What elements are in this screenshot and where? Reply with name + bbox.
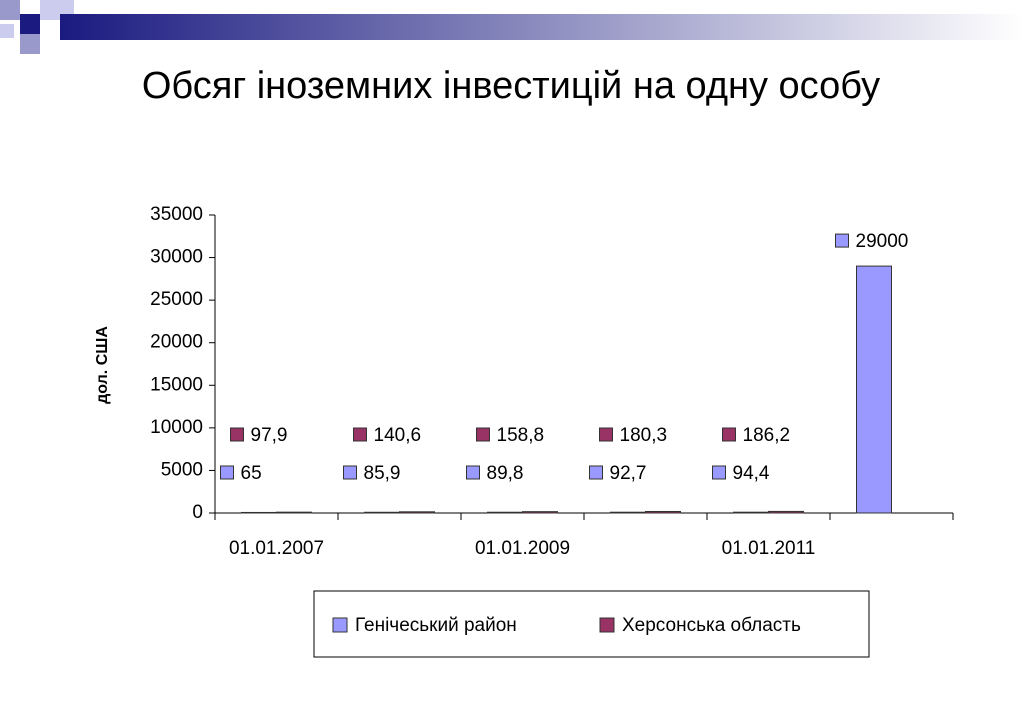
value-label: 92,7 [610,463,647,484]
y-tick-label: 15000 [150,374,203,395]
legend-label: Генічеський район [355,615,517,636]
y-tick-label: 10000 [150,417,203,438]
plot: 0 5000 10000 15000 20000 25000 30000 35000 01.01… [150,204,954,559]
bar [487,511,523,514]
value-label-key [353,427,367,442]
value-label-key [722,427,736,442]
bar [276,511,312,514]
y-tick-label: 5000 [161,459,203,480]
value-label-key [712,465,726,480]
slide-title: Обсяг іноземних інвестицій на одну особу [142,65,880,107]
value-label: 29000 [856,231,909,252]
value-label: 97,9 [251,425,288,446]
value-label: 180,3 [620,425,668,446]
value-label: 94,4 [733,463,770,484]
header-decoration [0,0,1023,54]
value-label-key [343,465,357,480]
x-tick-label: 01.01.2011 [722,538,816,559]
value-label: 140,6 [374,425,422,446]
legend-box [313,590,870,658]
value-label-key [220,465,234,480]
value-label: 65 [241,463,262,484]
y-tick-label: 20000 [150,332,203,353]
y-tick-label: 30000 [150,247,203,268]
x-tick-label: 01.01.2007 [229,538,324,559]
value-label-key [476,427,490,442]
value-label-key [835,233,849,248]
y-tick-label: 35000 [150,204,203,225]
value-label-key [466,465,480,480]
value-label-key [230,427,244,442]
y-tick-label: 25000 [150,289,203,310]
legend-swatch [332,617,348,633]
value-label: 158,8 [497,425,545,446]
bar [768,510,804,514]
y-axis-label: дол. США [94,326,111,404]
bar [645,510,681,514]
value-label: 186,2 [743,425,791,446]
value-label: 89,8 [487,463,524,484]
bar [522,511,558,514]
bar [733,511,769,514]
value-label-key [589,465,603,480]
value-label-key [599,427,613,442]
legend-swatch [599,617,615,633]
y-tick-label: 0 [192,502,203,523]
bar [610,511,646,514]
legend-label: Херсонська область [622,615,801,636]
bar [399,511,435,514]
x-tick-label: 01.01.2009 [475,538,570,559]
bar [364,511,400,514]
value-label: 85,9 [364,463,401,484]
bar [856,265,892,514]
bar [241,511,277,514]
